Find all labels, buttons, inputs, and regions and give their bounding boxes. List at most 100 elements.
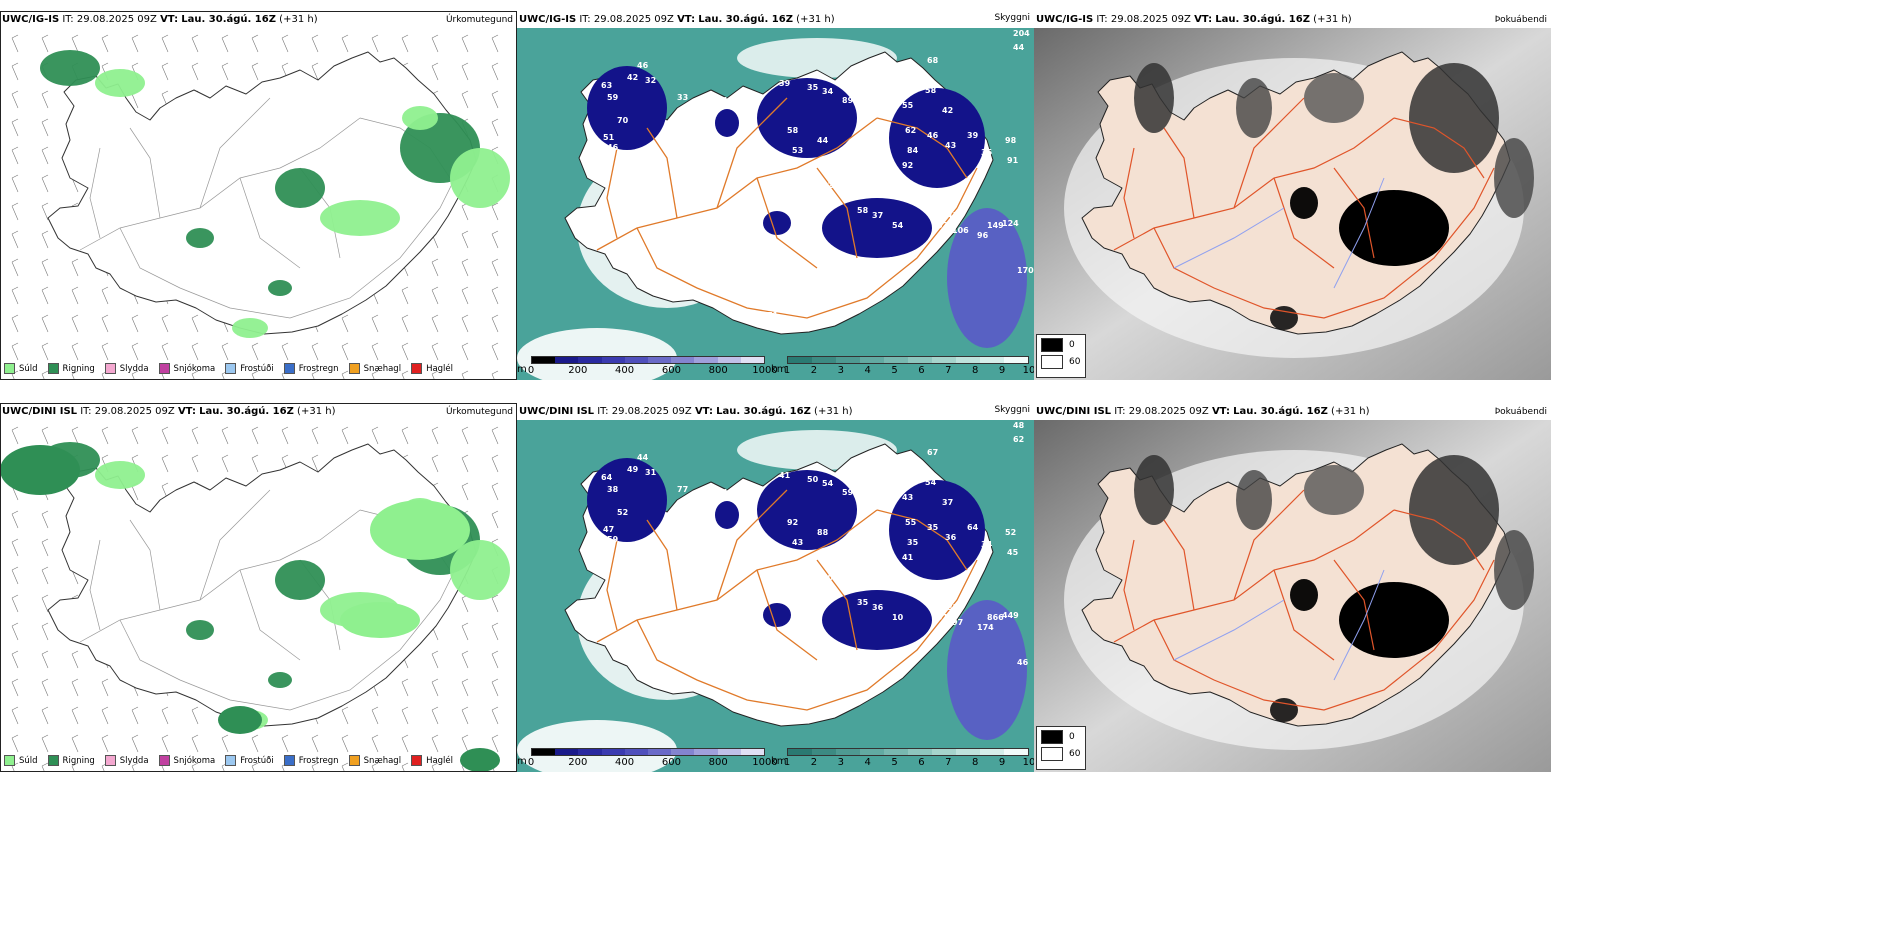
legend-swatch bbox=[47, 363, 59, 374]
visibility-value: 46 bbox=[607, 143, 619, 152]
visibility-value: 174 bbox=[977, 623, 994, 632]
visibility-value: 77 bbox=[677, 485, 688, 494]
visibility-value: 52 bbox=[1005, 528, 1016, 537]
visibility-panel-row2: UWC/DINI ISL IT: 29.08.2025 09Z VT: Lau.… bbox=[517, 403, 1035, 772]
visibility-value: 50 bbox=[892, 453, 904, 462]
legend-swatch bbox=[47, 755, 59, 766]
panel-title: Úrkomutegund bbox=[445, 407, 513, 417]
legend-label: Snæhagl bbox=[363, 363, 402, 374]
fog-map[interactable] bbox=[1034, 420, 1551, 772]
visibility-value: 170 bbox=[1017, 266, 1034, 275]
legend-label: Haglél bbox=[426, 363, 454, 374]
colorbar-tick: 7 bbox=[945, 757, 952, 768]
visibility-value: 37 bbox=[872, 211, 883, 220]
visibility-value: 48 bbox=[927, 191, 939, 200]
legend-swatch bbox=[4, 363, 15, 374]
precip-map[interactable] bbox=[0, 420, 517, 772]
panel-header: UWC/IG-IS IT: 29.08.2025 09Z VT: Lau. 30… bbox=[1036, 14, 1352, 25]
visibility-value: 40 bbox=[722, 488, 734, 497]
precip-legend-item: Rigning bbox=[47, 363, 95, 374]
precip-map[interactable] bbox=[0, 28, 517, 380]
visibility-map[interactable]: 44 49 31 64 38 77 52 47 59 40 48 49 41 50 54 92 43 88 66 59… bbox=[517, 420, 1034, 772]
precip-legend-item: Súld bbox=[4, 755, 38, 766]
fog-index-panel-row2: UWC/DINI ISL IT: 29.08.2025 09Z VT: Lau.… bbox=[1034, 403, 1551, 772]
visibility-value: 66 bbox=[847, 471, 859, 480]
height-colorbar: m 0 200 400 600 800 1000 bbox=[517, 748, 778, 770]
visibility-map[interactable]: 46 42 32 63 59 33 70 51 46 44 43 11 39 35 34 58 53 44 57 89… bbox=[517, 28, 1034, 380]
visibility-value: 52 bbox=[937, 221, 948, 230]
visibility-value: 91 bbox=[937, 613, 949, 622]
visibility-value: 36 bbox=[872, 603, 884, 612]
legend-label: Rigning bbox=[62, 363, 95, 374]
visibility-value: 72 bbox=[780, 196, 791, 205]
legend-label: 0 bbox=[1069, 732, 1075, 742]
visibility-value: 49 bbox=[627, 465, 639, 474]
fog-map[interactable] bbox=[1034, 28, 1551, 380]
visibility-value: 96 bbox=[977, 231, 989, 240]
fog-legend: 0 60 bbox=[1036, 334, 1086, 378]
visibility-value: 149 bbox=[987, 221, 1004, 230]
visibility-value: 98 bbox=[1005, 136, 1017, 145]
panel-title: Úrkomutegund bbox=[445, 15, 513, 25]
legend-swatch bbox=[1041, 338, 1063, 352]
visibility-value: 59 bbox=[607, 93, 619, 102]
visibility-value: 35 bbox=[927, 523, 939, 532]
legend-swatch bbox=[4, 755, 15, 766]
visibility-value: 57 bbox=[847, 79, 858, 88]
panel-header: UWC/DINI ISL IT: 29.08.2025 09Z VT: Lau.… bbox=[2, 406, 336, 417]
visibility-value: 106 bbox=[952, 226, 969, 235]
visibility-value: 59 bbox=[842, 488, 854, 497]
visibility-value: 35 bbox=[981, 148, 993, 157]
colorbar-unit: m bbox=[517, 756, 527, 767]
legend-label: 60 bbox=[1069, 357, 1081, 367]
colorbar-tick: 2 bbox=[810, 757, 818, 768]
colorbar-tick: 4 bbox=[864, 365, 871, 376]
fog-legend-row: 60 bbox=[1037, 352, 1085, 369]
colorbar-tick: 800 bbox=[708, 365, 728, 376]
colorbar-tick: 0 bbox=[527, 365, 535, 376]
visibility-value: 52 bbox=[617, 508, 628, 517]
visibility-colorbar: km 1 2 3 4 5 6 7 8 9 10 bbox=[771, 356, 1035, 378]
visibility-value: 46 bbox=[1017, 658, 1029, 667]
visibility-value: 67 bbox=[743, 196, 754, 205]
visibility-value: 49 bbox=[847, 186, 859, 195]
precip-legend: Súld Rigning Slydda Snjókoma Frostúði Frostre… bbox=[4, 755, 453, 766]
legend-label: Súld bbox=[19, 755, 38, 766]
visibility-value: 51 bbox=[603, 133, 615, 142]
visibility-value: 62 bbox=[1013, 435, 1024, 444]
colorbar-tick: 8 bbox=[972, 757, 979, 768]
precip-legend-item: Rigning bbox=[47, 755, 95, 766]
legend-swatch bbox=[1041, 355, 1063, 369]
colorbar-tick: 600 bbox=[661, 365, 681, 376]
legend-label: Frostregn bbox=[298, 755, 339, 766]
legend-label: 0 bbox=[1069, 340, 1075, 350]
colorbar-tick: 400 bbox=[615, 757, 635, 768]
legend-label: Snjókoma bbox=[173, 363, 216, 374]
colorbar-unit: km bbox=[771, 364, 787, 375]
visibility-value: 143 bbox=[937, 591, 954, 600]
visibility-value: 34 bbox=[822, 87, 834, 96]
precip-legend-item: Frostregn bbox=[283, 363, 339, 374]
visibility-value: 33 bbox=[677, 93, 688, 102]
colorbar-tick: 0 bbox=[527, 757, 535, 768]
panel-title: Skyggni bbox=[994, 405, 1030, 415]
visibility-value: 41 bbox=[902, 553, 914, 562]
fog-legend-row: 60 bbox=[1037, 744, 1085, 761]
visibility-value: 11 bbox=[693, 181, 705, 190]
visibility-value: 38 bbox=[915, 191, 927, 200]
visibility-value: 42 bbox=[627, 73, 638, 82]
visibility-value: 58 bbox=[925, 86, 937, 95]
visibility-value: 49 bbox=[693, 573, 705, 582]
visibility-value: 43 bbox=[902, 493, 913, 502]
visibility-value: 45 bbox=[1007, 548, 1019, 557]
visibility-value: 35 bbox=[907, 538, 919, 547]
visibility-value: 35 bbox=[807, 83, 819, 92]
colorbar-tick: 1000 bbox=[752, 365, 778, 376]
visibility-value: 38 bbox=[937, 199, 949, 208]
visibility-value: 50 bbox=[822, 573, 834, 582]
precip-legend-item: Frostregn bbox=[283, 755, 339, 766]
visibility-value: 108 bbox=[892, 61, 909, 70]
visibility-value: 92 bbox=[787, 518, 798, 527]
visibility-value: 62 bbox=[905, 126, 916, 135]
legend-swatch bbox=[104, 363, 116, 374]
